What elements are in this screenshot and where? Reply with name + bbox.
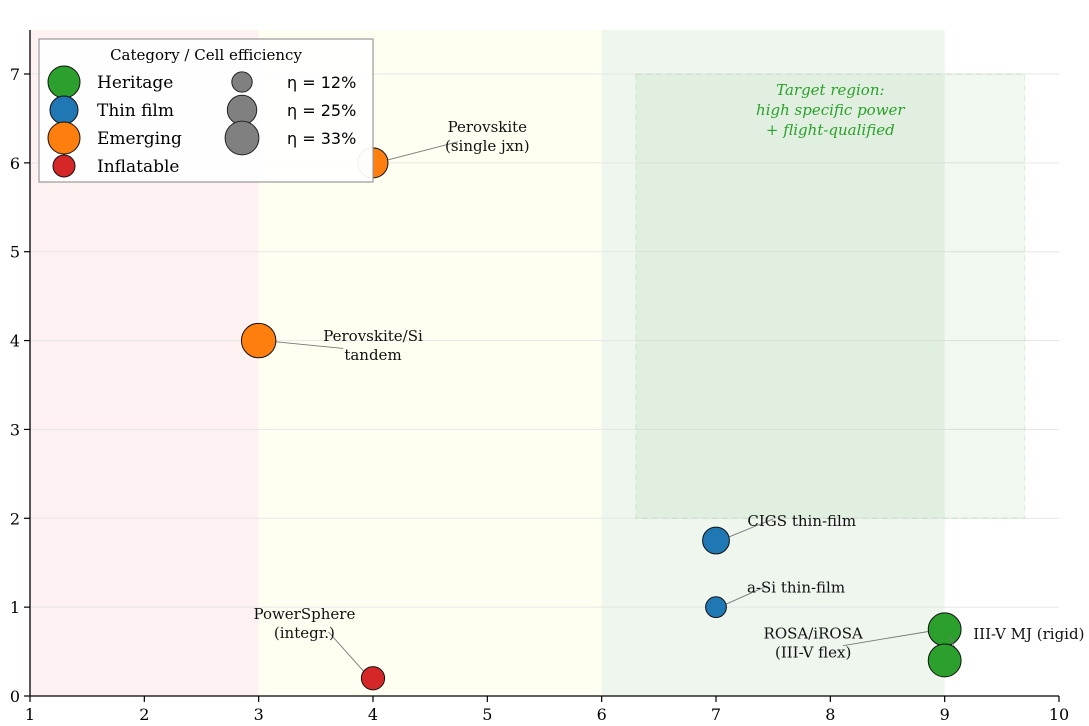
target-region-label: Target region: (776, 81, 884, 99)
point (240, 322, 277, 359)
point-label: PowerSphere (253, 605, 355, 623)
legend-size-marker (224, 120, 260, 156)
target-region-label: + flight-qualified (766, 121, 895, 139)
leader-line (387, 141, 459, 161)
y-tick-label: 4 (10, 332, 20, 351)
x-tick-label: 4 (368, 705, 378, 724)
leader-line (275, 341, 344, 349)
x-tick-label: 2 (139, 705, 149, 724)
leader-line (725, 585, 768, 605)
legend-size-label: η = 25% (287, 101, 356, 120)
legend-title: Category / Cell efficiency (110, 46, 302, 64)
x-tick-label: 6 (597, 705, 607, 724)
point-label: a-Si thin-film (747, 579, 845, 597)
legend-category-label: Inflatable (97, 157, 180, 177)
point-label: (single jxn) (445, 137, 530, 155)
point-label: (III-V flex) (775, 644, 851, 662)
x-tick-label: 10 (1049, 705, 1069, 724)
legend-marker (47, 65, 81, 99)
legend-marker (47, 121, 81, 155)
point-label: Perovskite/Si (323, 327, 423, 345)
y-tick-label: 3 (10, 420, 20, 439)
x-tick-label: 9 (940, 705, 950, 724)
point (927, 643, 962, 678)
legend-marker (52, 154, 76, 178)
x-tick-label: 3 (254, 705, 264, 724)
point-label: ROSA/iROSA (764, 625, 863, 643)
target-region: Target region: high specific power + fligh… (635, 73, 1026, 519)
x-tick-label: 1 (25, 705, 35, 724)
x-tick-label: 7 (711, 705, 721, 724)
point (360, 666, 386, 691)
point-label: III-V MJ (rigid) (973, 625, 1084, 643)
legend-size-marker (231, 71, 253, 93)
point (927, 612, 962, 647)
legend-box (38, 38, 374, 183)
target-region-label: high specific power (756, 101, 905, 119)
y-tick-label: 0 (10, 687, 20, 706)
point (705, 596, 727, 619)
legend-size-label: η = 33% (287, 129, 356, 148)
point-label: CIGS thin-film (747, 512, 856, 530)
y-tick-label: 1 (10, 598, 20, 617)
y-tick-label: 2 (10, 509, 20, 528)
leader-line (949, 636, 955, 648)
point-label: (integr.) (274, 624, 335, 642)
leader-line (728, 518, 773, 538)
x-tick-label: 5 (482, 705, 492, 724)
legend-category-label: Heritage (97, 73, 173, 93)
legend-marker (49, 95, 79, 125)
y-tick-label: 7 (10, 65, 20, 84)
target-region-box (635, 73, 1026, 519)
legend-category-label: Thin film (97, 101, 174, 121)
leader-line (842, 631, 929, 647)
legend: Category / Cell efficiency Heritage Thin f… (38, 38, 374, 183)
point (702, 526, 730, 555)
point-label: tandem (344, 346, 401, 364)
leader-line (328, 631, 365, 672)
legend-size-marker (226, 94, 258, 126)
x-tick-label: 8 (825, 705, 835, 724)
gridlines (30, 73, 1059, 608)
legend-category-label: Emerging (97, 129, 182, 149)
legend-size-label: η = 12% (287, 73, 356, 92)
point-label: Perovskite (448, 118, 528, 136)
band-2 (601, 30, 945, 696)
y-tick-label: 5 (10, 243, 20, 262)
y-tick-label: 6 (10, 154, 20, 173)
